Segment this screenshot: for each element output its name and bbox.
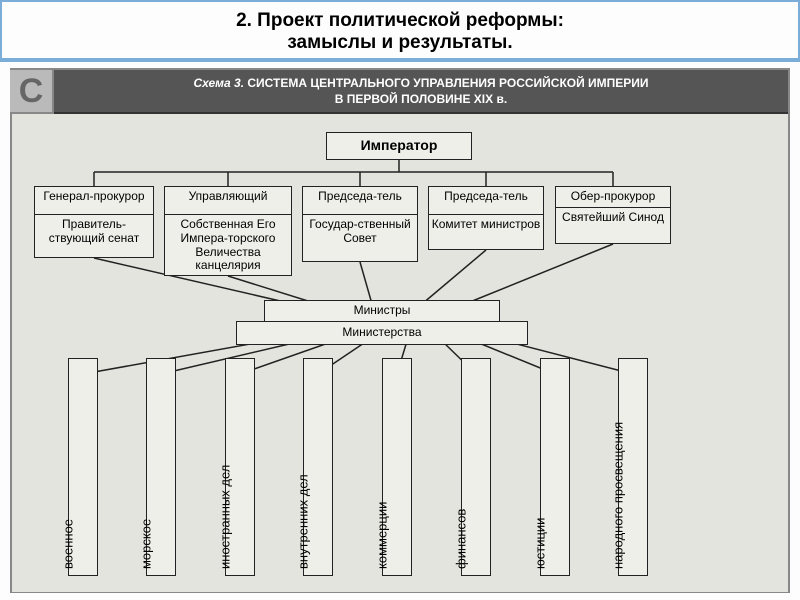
branch-5: Обер-прокурор Святейший Синод: [555, 186, 671, 244]
ministry-6: финансов: [461, 358, 491, 576]
branch-4-body: Комитет министров: [429, 215, 543, 235]
branch-5-head: Обер-прокурор: [556, 187, 670, 208]
ministers-top: Министры: [264, 300, 500, 321]
branch-4: Председа-тель Комитет министров: [428, 186, 544, 250]
scheme-prefix: Схема 3.: [193, 76, 244, 90]
slide-header: 2. Проект политической реформы: замыслы …: [0, 0, 800, 62]
branch-1: Генерал-прокурор Правитель-ствующий сена…: [34, 186, 154, 258]
branch-1-body: Правитель-ствующий сенат: [35, 215, 153, 249]
ministry-8: народного просвещения: [618, 358, 648, 576]
ministry-7-label: юстиции: [533, 518, 548, 569]
branch-3-body: Государ-ственный Совет: [303, 215, 417, 249]
branch-3: Председа-тель Государ-ственный Совет: [302, 186, 418, 262]
branch-1-head: Генерал-прокурор: [35, 187, 153, 215]
ministry-1: военное: [68, 358, 98, 576]
ministry-4-label: внутренних дел: [296, 474, 311, 569]
scheme-sub: В ПЕРВОЙ ПОЛОВИНЕ XIX в.: [335, 92, 507, 106]
branch-5-body: Святейший Синод: [556, 208, 670, 228]
scheme-body: Император Генерал-прокурор Правитель-ств…: [12, 114, 788, 592]
corner-tab: С: [10, 68, 54, 114]
branch-2-head: Управляющий: [165, 187, 291, 215]
branch-3-head: Председа-тель: [303, 187, 417, 215]
ministry-4: внутренних дел: [303, 358, 333, 576]
ministry-1-label: военное: [61, 519, 76, 569]
ministers-bot: Министерства: [236, 321, 528, 345]
node-emperor: Император: [326, 132, 472, 160]
scheme-title: Схема 3. СИСТЕМА ЦЕНТРАЛЬНОГО УПРАВЛЕНИЯ…: [54, 70, 788, 114]
ministry-7: юстиции: [540, 358, 570, 576]
ministry-6-label: финансов: [454, 509, 469, 569]
ministry-5-label: коммерции: [375, 502, 390, 569]
scheme-main: СИСТЕМА ЦЕНТРАЛЬНОГО УПРАВЛЕНИЯ РОССИЙСК…: [247, 76, 648, 90]
branch-4-head: Председа-тель: [429, 187, 543, 215]
ministry-3-label: иностранных дел: [218, 465, 233, 569]
header-line1: 2. Проект политической реформы:: [236, 10, 564, 31]
branch-2-body: Собственная Его Импера-торского Величест…: [165, 215, 291, 276]
branch-2: Управляющий Собственная Его Импера-торск…: [164, 186, 292, 276]
ministry-2: морское: [146, 358, 176, 576]
ministry-8-label: народного просвещения: [611, 422, 626, 569]
ministry-3: иностранных дел: [225, 358, 255, 576]
ministry-2-label: морское: [139, 519, 154, 569]
diagram-container: С Схема 3. СИСТЕМА ЦЕНТРАЛЬНОГО УПРАВЛЕН…: [10, 68, 790, 593]
ministers-block: Министры Министерства: [236, 300, 528, 345]
ministry-5: коммерции: [382, 358, 412, 576]
header-line2: замыслы и результаты.: [287, 32, 512, 53]
